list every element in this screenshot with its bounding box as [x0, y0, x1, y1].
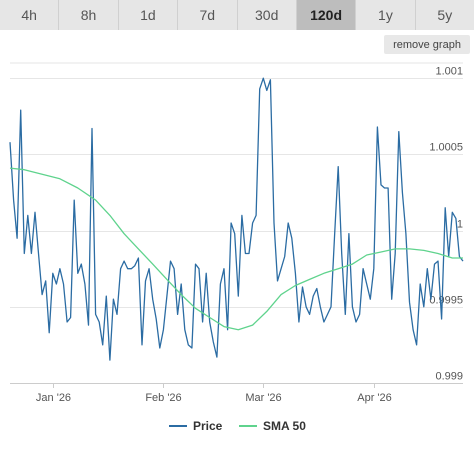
remove-graph-button[interactable]: remove graph	[384, 35, 470, 54]
price-series-line	[9, 77, 464, 361]
x-tick-label: Apr '26	[357, 392, 392, 404]
y-tick-label: 1.0005	[429, 142, 463, 154]
tab-7d[interactable]: 7d	[178, 0, 238, 30]
timeframe-tabs: 4h 8h 1d 7d 30d 120d 1y 5y	[0, 0, 474, 30]
x-tick-label: Jan '26	[36, 392, 71, 404]
x-tick-label: Mar '26	[245, 392, 281, 404]
tab-8h[interactable]: 8h	[59, 0, 119, 30]
price-legend-swatch	[169, 425, 187, 427]
tab-120d[interactable]: 120d	[296, 0, 357, 30]
legend-label-sma: SMA 50	[263, 419, 306, 433]
tab-5y[interactable]: 5y	[415, 0, 474, 30]
legend-item-price[interactable]: Price	[169, 414, 222, 438]
tab-1d[interactable]: 1d	[118, 0, 179, 30]
chart-legend: Price SMA 50	[0, 414, 474, 438]
sma-legend-swatch	[239, 425, 257, 427]
legend-item-sma[interactable]: SMA 50	[239, 414, 306, 438]
y-tick-label: 0.999	[435, 371, 463, 383]
y-tick-label: 0.9995	[429, 295, 463, 307]
tab-4h[interactable]: 4h	[0, 0, 60, 30]
x-tick-label: Feb '26	[145, 392, 181, 404]
legend-label-price: Price	[193, 419, 223, 433]
tab-30d[interactable]: 30d	[237, 0, 297, 30]
sma-50-series-line	[9, 167, 463, 331]
tab-1y[interactable]: 1y	[356, 0, 416, 30]
y-tick-label: 1	[457, 219, 463, 231]
price-chart: 0.999 0.9995 1 1.0005 1.001 Jan '26 Feb '26 Mar…	[9, 62, 464, 404]
y-tick-label: 1.001	[435, 66, 463, 78]
